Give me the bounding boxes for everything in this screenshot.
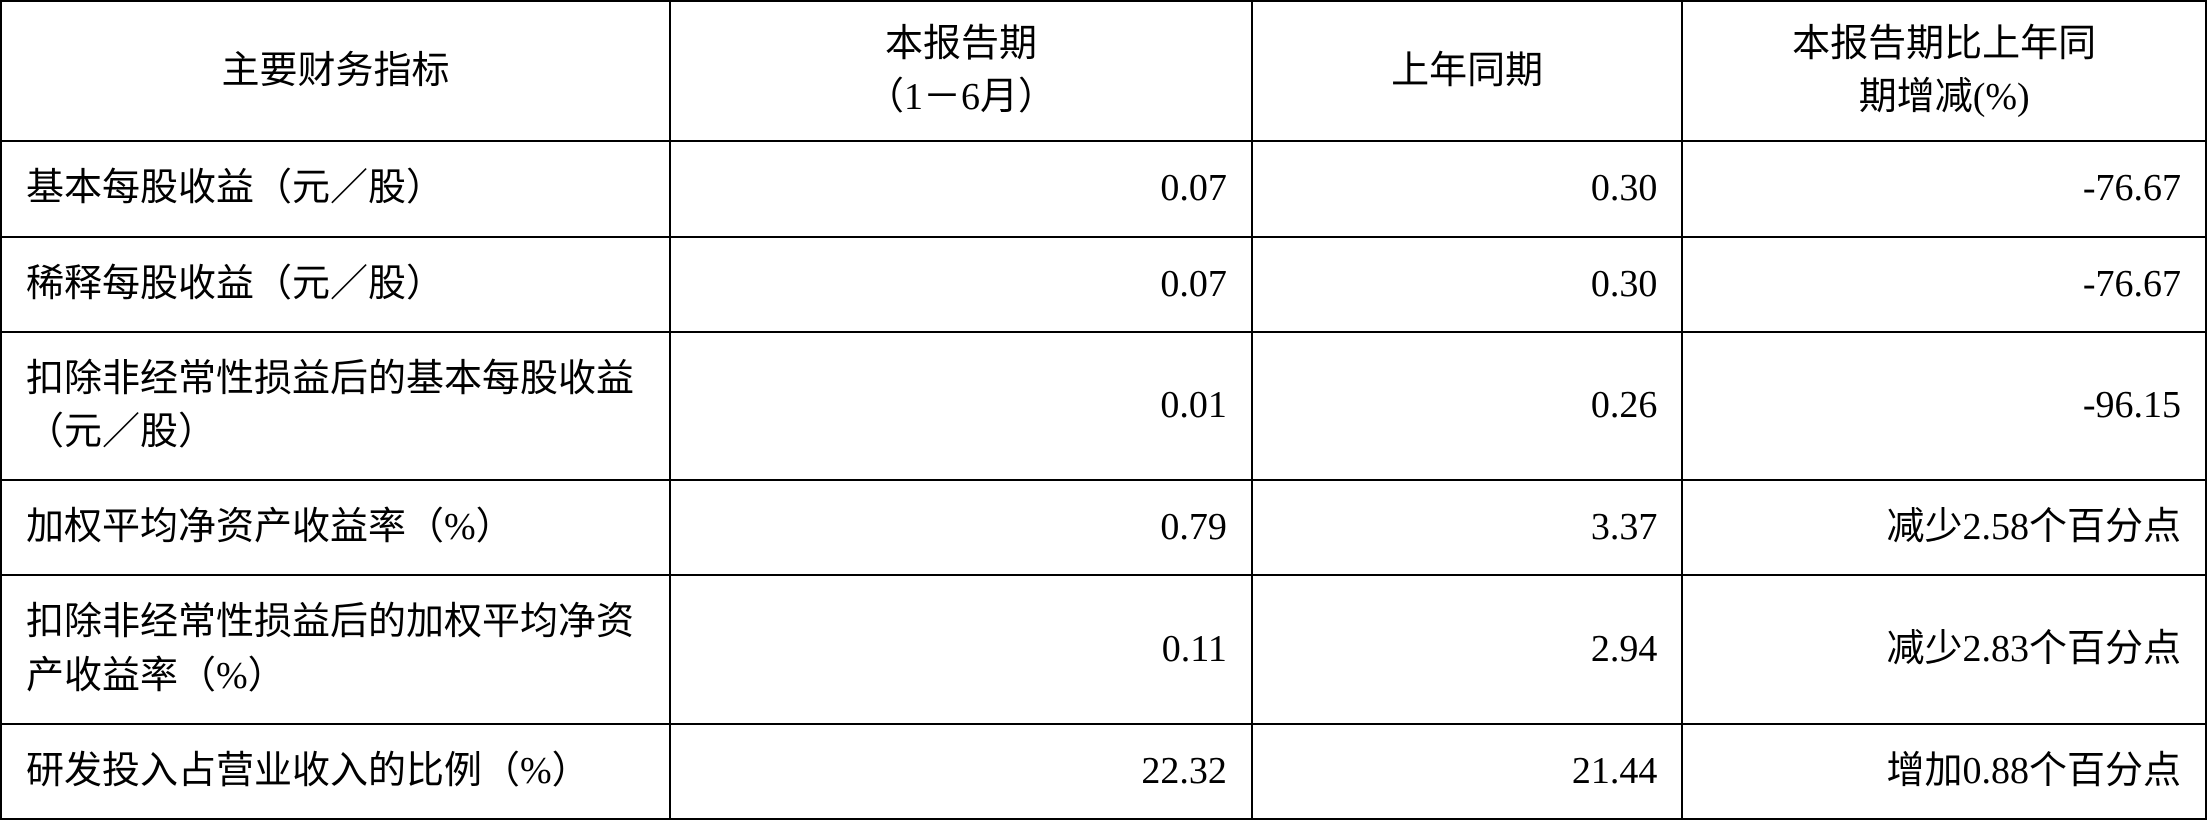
- header-current: 本报告期 （1－6月）: [670, 1, 1252, 141]
- current-value-cell: 0.07: [670, 237, 1252, 332]
- table-header: 主要财务指标 本报告期 （1－6月） 上年同期 本报告期比上年同 期增减(%): [1, 1, 2206, 141]
- header-prior: 上年同期: [1252, 1, 1683, 141]
- prior-value-cell: 21.44: [1252, 724, 1683, 819]
- table-row: 稀释每股收益（元／股） 0.07 0.30 -76.67: [1, 237, 2206, 332]
- table-row: 基本每股收益（元／股） 0.07 0.30 -76.67: [1, 141, 2206, 236]
- current-value-cell: 0.07: [670, 141, 1252, 236]
- metric-name-cell: 稀释每股收益（元／股）: [1, 237, 670, 332]
- header-change-line1: 本报告期比上年同: [1695, 18, 2193, 71]
- change-value-cell: -76.67: [1682, 141, 2206, 236]
- header-prior-label: 上年同期: [1265, 45, 1670, 98]
- header-current-line1: 本报告期: [683, 18, 1239, 71]
- metric-name-cell: 扣除非经常性损益后的加权平均净资产收益率（%）: [1, 575, 670, 723]
- prior-value-cell: 0.30: [1252, 237, 1683, 332]
- metric-name-cell: 基本每股收益（元／股）: [1, 141, 670, 236]
- metric-name-cell: 研发投入占营业收入的比例（%）: [1, 724, 670, 819]
- change-value-cell: 减少2.58个百分点: [1682, 480, 2206, 575]
- header-current-line2: （1－6月）: [683, 71, 1239, 124]
- change-value-cell: 减少2.83个百分点: [1682, 575, 2206, 723]
- table-body: 基本每股收益（元／股） 0.07 0.30 -76.67 稀释每股收益（元／股）…: [1, 141, 2206, 819]
- current-value-cell: 22.32: [670, 724, 1252, 819]
- financial-metrics-table: 主要财务指标 本报告期 （1－6月） 上年同期 本报告期比上年同 期增减(%) …: [0, 0, 2207, 820]
- header-metric: 主要财务指标: [1, 1, 670, 141]
- prior-value-cell: 0.26: [1252, 332, 1683, 480]
- header-row: 主要财务指标 本报告期 （1－6月） 上年同期 本报告期比上年同 期增减(%): [1, 1, 2206, 141]
- metric-name-cell: 扣除非经常性损益后的基本每股收益（元／股）: [1, 332, 670, 480]
- change-value-cell: 增加0.88个百分点: [1682, 724, 2206, 819]
- change-value-cell: -76.67: [1682, 237, 2206, 332]
- header-change: 本报告期比上年同 期增减(%): [1682, 1, 2206, 141]
- header-metric-label: 主要财务指标: [14, 45, 657, 98]
- current-value-cell: 0.11: [670, 575, 1252, 723]
- table-row: 研发投入占营业收入的比例（%） 22.32 21.44 增加0.88个百分点: [1, 724, 2206, 819]
- header-change-line2: 期增减(%): [1695, 71, 2193, 124]
- table-row: 扣除非经常性损益后的基本每股收益（元／股） 0.01 0.26 -96.15: [1, 332, 2206, 480]
- table-row: 扣除非经常性损益后的加权平均净资产收益率（%） 0.11 2.94 减少2.83…: [1, 575, 2206, 723]
- prior-value-cell: 0.30: [1252, 141, 1683, 236]
- current-value-cell: 0.01: [670, 332, 1252, 480]
- current-value-cell: 0.79: [670, 480, 1252, 575]
- change-value-cell: -96.15: [1682, 332, 2206, 480]
- metric-name-cell: 加权平均净资产收益率（%）: [1, 480, 670, 575]
- table-row: 加权平均净资产收益率（%） 0.79 3.37 减少2.58个百分点: [1, 480, 2206, 575]
- prior-value-cell: 2.94: [1252, 575, 1683, 723]
- prior-value-cell: 3.37: [1252, 480, 1683, 575]
